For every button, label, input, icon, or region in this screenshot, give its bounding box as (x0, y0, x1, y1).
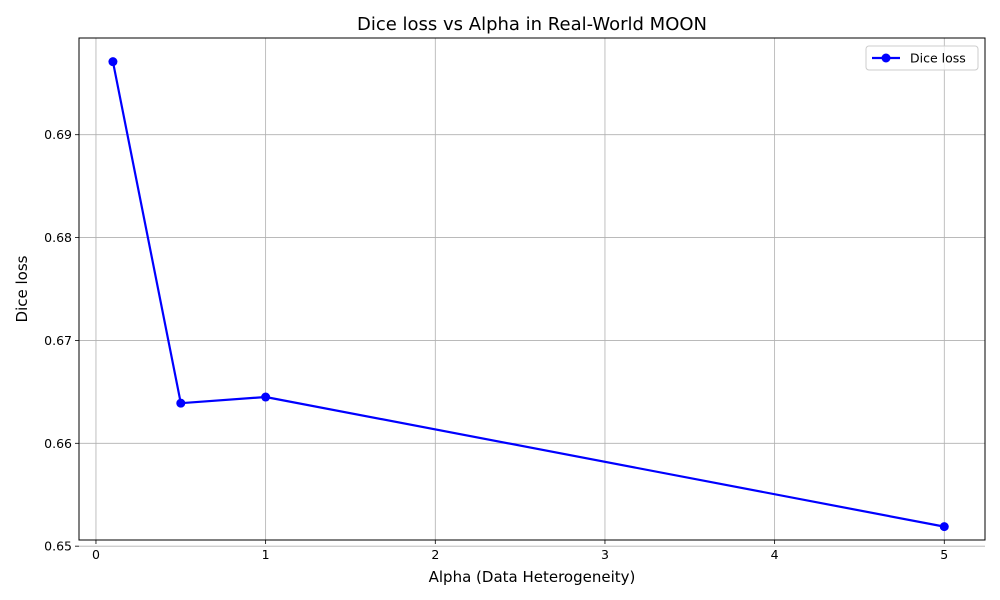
x-tick-label: 4 (771, 547, 779, 562)
x-tick-label: 2 (431, 547, 439, 562)
data-point (261, 392, 271, 402)
x-tick-label: 0 (92, 547, 100, 562)
y-tick-label: 0.67 (44, 333, 72, 348)
x-tick-label: 1 (262, 547, 270, 562)
series-line (111, 61, 945, 528)
x-tick-label: 3 (601, 547, 609, 562)
y-tick-label: 0.68 (44, 230, 72, 245)
legend-box (865, 45, 979, 71)
ticks: 0 1 2 3 4 5 0.65 0.66 0.67 0.68 0.69 (44, 127, 948, 562)
y-tick-label: 0.69 (44, 127, 72, 142)
data-point (108, 57, 118, 67)
series-layer (108, 57, 949, 532)
plot-frame (78, 37, 986, 541)
legend-label: Dice loss (910, 51, 966, 66)
x-tick-label: 5 (940, 547, 948, 562)
data-point (176, 398, 186, 408)
y-axis-label: Dice loss (13, 255, 31, 322)
y-tick-label: 0.66 (44, 436, 72, 451)
y-tick-label: 0.65 (44, 539, 72, 554)
grid (79, 38, 985, 547)
chart-title: Dice loss vs Alpha in Real-World MOON (357, 14, 707, 35)
legend: Dice loss (865, 45, 979, 71)
data-point (939, 522, 949, 532)
x-axis-label: Alpha (Data Heterogeneity) (429, 568, 636, 586)
legend-marker-swatch (881, 53, 891, 63)
